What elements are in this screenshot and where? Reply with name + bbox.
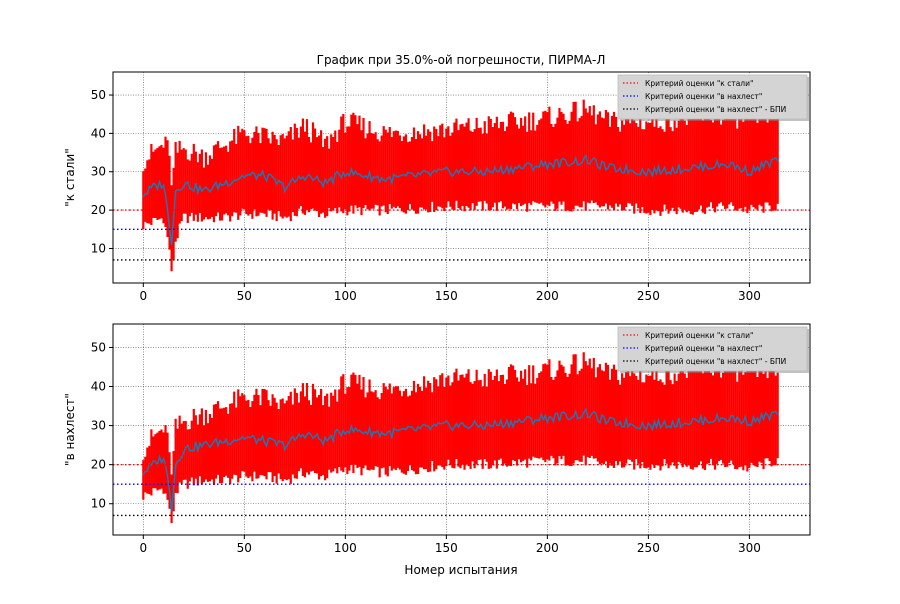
axes-frame	[112, 71, 811, 284]
x-tick-label: 50	[237, 289, 252, 303]
error-bars	[142, 352, 779, 524]
x-tick-label: 0	[139, 541, 147, 555]
y-tick-label: 50	[91, 88, 106, 102]
y-tick-label: 10	[91, 241, 106, 255]
y-tick-label: 20	[91, 203, 106, 217]
legend-label: Критерий оценки "в нахлест"	[645, 344, 762, 353]
y-tick-label: 30	[91, 419, 106, 433]
axes-frame	[112, 323, 811, 536]
x-tick-label: 150	[435, 541, 458, 555]
legend: Критерий оценки "к стали" Критерий оценки…	[617, 326, 809, 373]
legend-box	[617, 326, 808, 372]
subplot-1: 0 50 100 150 200 250 300 10 20 30 40 50 "к стали" Кри…	[63, 71, 811, 303]
x-tick-label: 50	[237, 541, 252, 555]
x-tick-label: 0	[139, 289, 147, 303]
y-tick-label: 40	[91, 126, 106, 140]
chart-title: График при 35.0%-ой погрешности, ПИРМА-Л	[317, 53, 606, 67]
legend: Критерий оценки "к стали" Критерий оценки…	[617, 74, 809, 121]
y-tick-label: 10	[91, 497, 106, 511]
x-tick-label: 150	[435, 289, 458, 303]
y-axis-label: "к стали"	[63, 148, 77, 207]
y-tick-label: 20	[91, 458, 106, 472]
legend-label: Критерий оценки "в нахлест" - БПИ	[645, 357, 786, 366]
error-bars	[142, 99, 779, 272]
y-tick-label: 50	[91, 340, 106, 354]
x-tick-label: 300	[738, 541, 761, 555]
y-tick-label: 30	[91, 165, 106, 179]
legend-box	[617, 74, 808, 120]
x-tick-label: 300	[738, 289, 761, 303]
x-tick-label: 100	[334, 289, 357, 303]
x-tick-label: 100	[334, 541, 357, 555]
subplot-2: 0 50 100 150 200 250 300 10 20 30 40 50 "в нахлест" К…	[63, 323, 811, 555]
x-tick-label: 250	[637, 289, 660, 303]
y-axis-label: "в нахлест"	[63, 393, 77, 466]
x-tick-label: 200	[536, 289, 559, 303]
legend-label: Критерий оценки "к стали"	[645, 331, 753, 340]
legend-label: Критерий оценки "в нахлест" - БПИ	[645, 105, 786, 114]
legend-label: Критерий оценки "в нахлест"	[645, 92, 762, 101]
mean-line	[142, 154, 779, 245]
x-axis-label: Номер испытания	[404, 563, 517, 577]
y-tick-label: 40	[91, 380, 106, 394]
x-tick-label: 250	[637, 541, 660, 555]
mean-line	[142, 407, 779, 512]
legend-label: Критерий оценки "к стали"	[645, 79, 753, 88]
x-tick-label: 200	[536, 541, 559, 555]
